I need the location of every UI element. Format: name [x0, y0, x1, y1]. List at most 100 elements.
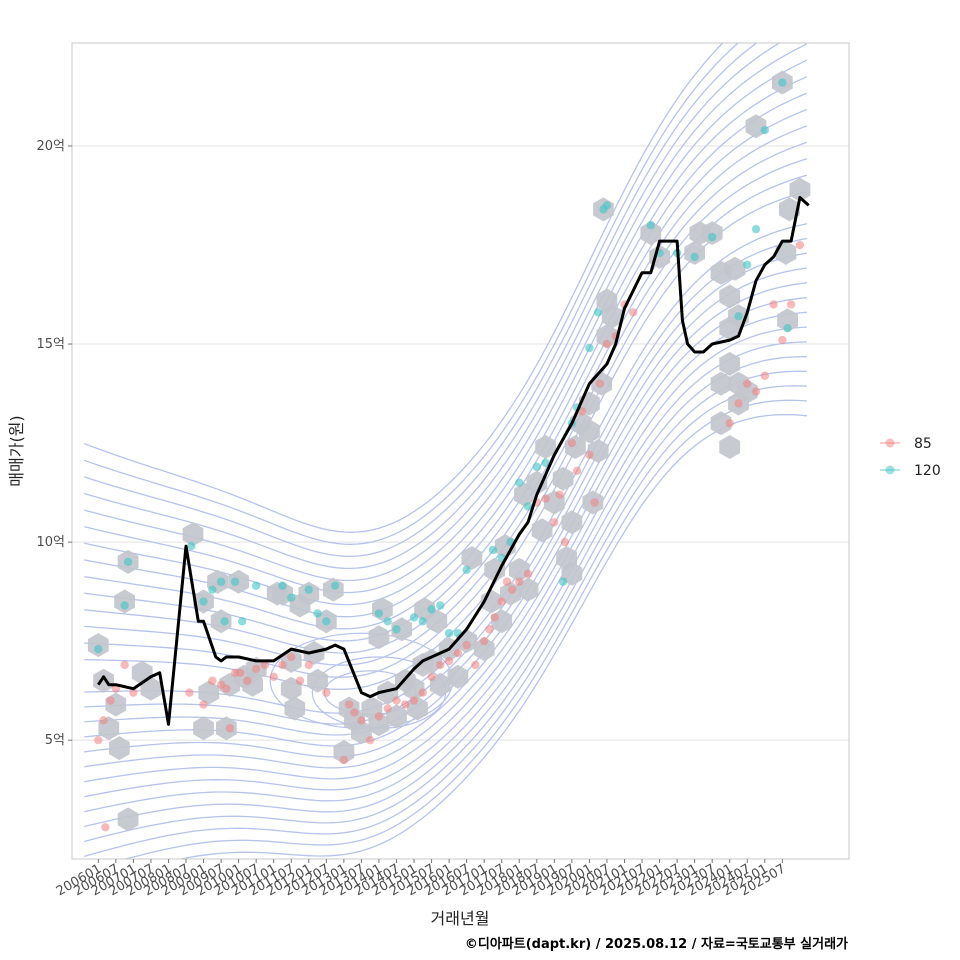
legend-key-point — [885, 465, 895, 475]
contour-line — [84, 43, 807, 843]
point-85 — [278, 660, 287, 670]
point-120 — [427, 605, 436, 614]
point-85 — [287, 652, 296, 662]
hexbin — [710, 411, 732, 436]
hexbin — [391, 617, 413, 642]
point-85 — [508, 585, 517, 594]
point-85 — [490, 613, 499, 622]
point-85 — [101, 823, 110, 832]
y-tick-label: 10억 — [36, 535, 65, 550]
point-85 — [523, 569, 533, 578]
point-85 — [541, 494, 550, 503]
point-120 — [208, 585, 217, 594]
point-120 — [515, 478, 524, 487]
hexbin — [535, 435, 556, 459]
point-120 — [558, 577, 568, 586]
point-85 — [344, 700, 354, 709]
point-85 — [444, 656, 454, 666]
point-85 — [436, 660, 445, 670]
hexbin — [193, 716, 214, 741]
point-85 — [502, 577, 512, 586]
point-85 — [185, 688, 194, 697]
point-120 — [216, 577, 226, 586]
point-120 — [230, 577, 240, 586]
point-85 — [222, 684, 231, 693]
point-120 — [304, 585, 313, 594]
point-85 — [453, 648, 463, 658]
point-120 — [760, 125, 770, 135]
point-120 — [94, 644, 103, 654]
point-120 — [120, 601, 129, 610]
point-85 — [479, 636, 489, 646]
point-85 — [350, 708, 359, 717]
point-85 — [357, 716, 366, 725]
hexbin — [461, 546, 483, 570]
point-85 — [515, 577, 524, 586]
contour-line — [84, 43, 807, 859]
point-120 — [322, 617, 331, 626]
point-85 — [590, 498, 599, 507]
hexbin — [724, 256, 746, 281]
legend: 85 120 — [880, 436, 941, 479]
point-120 — [313, 609, 322, 618]
point-85 — [760, 371, 770, 380]
x-axis-title: 거래년월 — [431, 909, 490, 928]
point-120 — [287, 593, 296, 602]
point-85 — [383, 704, 392, 713]
hexbin — [109, 736, 130, 761]
point-85 — [427, 672, 436, 681]
point-120 — [462, 565, 471, 575]
point-85 — [365, 735, 375, 745]
point-85 — [260, 660, 270, 670]
point-85 — [786, 300, 796, 309]
hexbin — [182, 522, 204, 547]
point-85 — [743, 379, 752, 388]
hexbin — [719, 351, 741, 376]
point-120 — [523, 502, 533, 511]
plot-panel-border — [71, 42, 850, 860]
hexbin — [198, 680, 220, 705]
point-120 — [585, 343, 594, 353]
hexbin — [426, 609, 448, 634]
point-120 — [330, 581, 340, 590]
point-85 — [769, 300, 778, 309]
trend-line — [97, 196, 810, 726]
point-85 — [409, 696, 419, 705]
point-85 — [734, 399, 743, 408]
point-85 — [778, 335, 787, 345]
point-120 — [751, 224, 761, 234]
legend-key-point — [885, 438, 895, 448]
point-120 — [220, 617, 229, 626]
hexbin — [284, 696, 306, 721]
point-120 — [237, 617, 247, 626]
point-120 — [690, 252, 699, 262]
hexbin — [473, 637, 495, 662]
point-85 — [471, 660, 480, 670]
hexbin — [552, 466, 574, 491]
point-85 — [129, 688, 138, 697]
point-85 — [295, 676, 305, 685]
point-85 — [795, 240, 805, 250]
point-85 — [225, 724, 235, 733]
point-120 — [734, 312, 743, 321]
y-tick-label: 5억 — [45, 733, 65, 748]
point-120 — [646, 221, 656, 230]
point-85 — [392, 696, 401, 705]
point-120 — [488, 545, 498, 555]
y-tick-label: 15억 — [36, 337, 65, 352]
point-120 — [532, 462, 541, 472]
point-85 — [550, 518, 559, 527]
point-85 — [199, 700, 208, 709]
point-120 — [383, 617, 392, 626]
hexbin — [526, 470, 548, 495]
hexbin — [93, 668, 114, 693]
point-85 — [208, 676, 217, 685]
point-85 — [106, 696, 115, 705]
point-85 — [120, 660, 129, 670]
hexbin — [779, 197, 800, 222]
hexbin — [333, 740, 355, 764]
point-85 — [629, 308, 638, 317]
hexbin — [736, 379, 758, 404]
point-85 — [725, 419, 734, 428]
point-85 — [485, 625, 494, 634]
